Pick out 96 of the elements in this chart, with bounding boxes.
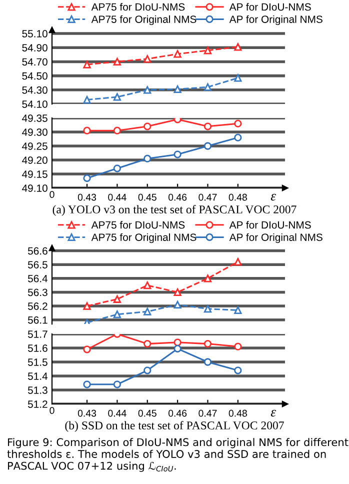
- point: [204, 304, 212, 313]
- point: [144, 308, 152, 316]
- y-tick-label: 56.1: [28, 316, 48, 324]
- point: [174, 300, 182, 308]
- y-tick-label: 51.2: [28, 400, 48, 408]
- point: [144, 55, 152, 63]
- x-tick-label: 0.44: [108, 410, 126, 417]
- x-tick-label: 0.43: [78, 410, 96, 417]
- x-tick-label: 0.47: [198, 194, 217, 201]
- legend-label: AP75 for Original NMS: [91, 233, 196, 244]
- point: [234, 306, 242, 314]
- point: [83, 302, 91, 310]
- point: [144, 122, 152, 130]
- point: [174, 50, 182, 58]
- y-tick-label: 56.4: [28, 274, 48, 282]
- x-tick-label: 0.44: [108, 194, 126, 201]
- point: [234, 342, 242, 350]
- y-tick-label: 56.6: [28, 247, 48, 255]
- point: [144, 281, 152, 290]
- point: [83, 174, 91, 182]
- point: [83, 346, 91, 354]
- x-tick-label: 0.46: [168, 194, 187, 201]
- x-tick-label: 0.45: [138, 410, 156, 417]
- x-tick-label: 0.46: [168, 410, 187, 417]
- y-tick-label: 49.35: [22, 114, 48, 122]
- point: [174, 85, 182, 94]
- legend-label: AP for Original NMS: [229, 15, 322, 26]
- y-tick-label: 54.90: [22, 44, 48, 52]
- y-tick-label: 49.25: [22, 142, 48, 150]
- text: 0: [50, 191, 54, 198]
- y-tick-label: 55.10: [22, 30, 48, 38]
- point: [113, 58, 122, 66]
- y-tick-label: 56.3: [28, 288, 48, 296]
- legend-label: AP for Original NMS: [229, 233, 322, 244]
- point: [234, 366, 242, 374]
- point: [174, 338, 182, 346]
- x-tick-label: 0.48: [228, 410, 247, 417]
- point: [204, 358, 212, 366]
- point: [113, 380, 122, 388]
- point: [234, 43, 242, 51]
- legend-label: AP75 for DIoU-NMS: [91, 221, 185, 229]
- y-tick-label: 54.70: [22, 58, 48, 66]
- point: [83, 96, 91, 104]
- point: [113, 93, 122, 101]
- legend-label: AP75 for Original NMS: [91, 15, 196, 26]
- y-tick-label: 49.15: [22, 170, 48, 178]
- y-tick-label: 49.20: [22, 156, 48, 164]
- point: [144, 154, 152, 162]
- y-tick-label: 54.50: [22, 72, 48, 80]
- text: (b) SSD on the test set of PASCAL VOC 2007: [65, 421, 284, 432]
- y-tick-label: 49.30: [22, 128, 48, 136]
- x-tick-label: 0.47: [198, 410, 217, 417]
- point: [204, 46, 212, 54]
- point: [144, 340, 152, 348]
- x-axis-title: ε: [270, 410, 276, 417]
- y-tick-label: 51.5: [28, 358, 48, 366]
- point: [174, 150, 182, 158]
- point: [234, 74, 242, 82]
- y-tick-label: 56.2: [28, 302, 48, 310]
- y-tick-label: 51.3: [28, 386, 48, 394]
- point: [113, 126, 122, 134]
- x-tick-label: 0.45: [138, 194, 156, 201]
- point: [204, 122, 212, 130]
- text: 0: [50, 407, 54, 414]
- point: [234, 258, 242, 266]
- point: [234, 120, 242, 128]
- text: (a) YOLO v3 on the test set of PASCAL VOC 2007: [52, 205, 296, 216]
- legend-label: AP for DIoU-NMS: [229, 221, 311, 229]
- point: [83, 380, 91, 388]
- y-tick-label: 54.30: [22, 86, 48, 94]
- point: [113, 310, 122, 318]
- legend-label: AP75 for DIoU-NMS: [91, 3, 185, 11]
- point: [204, 340, 212, 348]
- y-tick-label: 49.10: [22, 184, 48, 192]
- legend-label: AP for DIoU-NMS: [229, 3, 311, 11]
- y-tick-label: 56.5: [28, 261, 48, 268]
- point: [113, 164, 122, 172]
- y-tick-label: 54.10: [22, 100, 48, 108]
- point: [204, 83, 212, 91]
- point: [144, 86, 152, 94]
- x-tick-label: 0.43: [78, 194, 96, 201]
- point: [204, 274, 212, 282]
- y-tick-label: 51.4: [28, 372, 48, 380]
- point: [174, 288, 182, 296]
- point: [204, 142, 212, 150]
- point: [113, 295, 122, 303]
- point: [234, 134, 242, 142]
- y-tick-label: 51.6: [28, 344, 48, 352]
- x-axis-title: ε: [270, 194, 276, 201]
- point: [83, 126, 91, 134]
- x-tick-label: 0.48: [228, 194, 247, 201]
- point: [83, 60, 91, 68]
- point: [174, 344, 182, 353]
- y-tick-label: 51.7: [28, 330, 48, 338]
- point: [144, 366, 152, 374]
- caption: Figure 9: Comparison of DIoU-NMS and original NMS for different thresholds ε. The models of YOLO v3 and SSD are trained on PASCAL VOC 07+12 using ℒ$_{CIoU}$.: [7, 438, 348, 472]
